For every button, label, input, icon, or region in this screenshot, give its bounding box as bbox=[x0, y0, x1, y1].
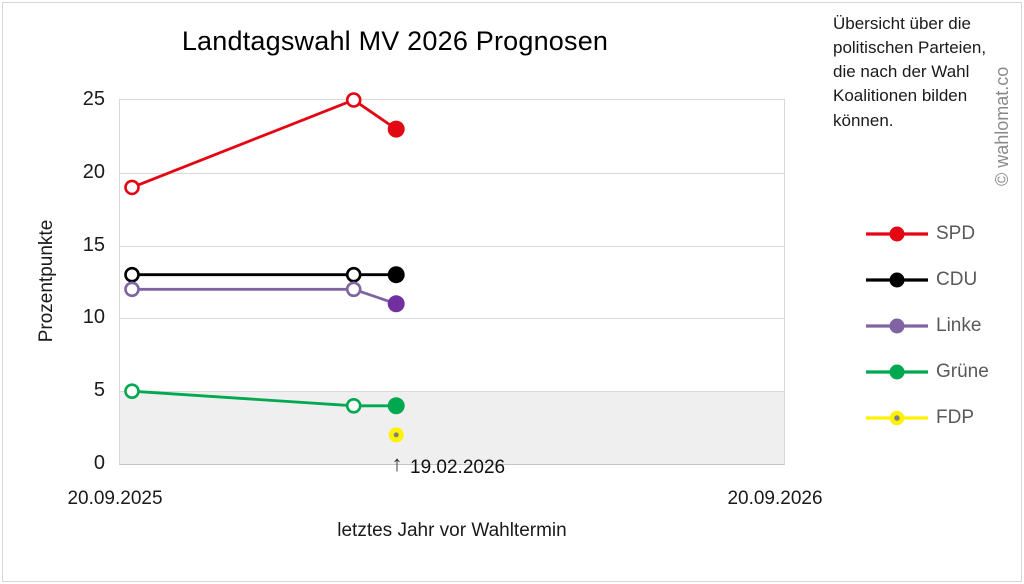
spd-legend-marker-icon bbox=[866, 226, 928, 242]
fdp-legend-marker-icon bbox=[866, 410, 928, 426]
grne-legend-label: Grüne bbox=[936, 361, 989, 382]
linke-point-12 bbox=[345, 281, 362, 298]
cdu-point-13 bbox=[345, 266, 362, 283]
watermark-text: © wahlomat.co bbox=[992, 66, 1012, 186]
linke-point-11 bbox=[387, 295, 405, 313]
five-percent-threshold-band bbox=[120, 391, 784, 464]
gridline-5 bbox=[120, 391, 784, 393]
grne-legend-marker-icon bbox=[866, 364, 928, 380]
spd-point-19 bbox=[124, 179, 140, 196]
legend-item-fdp: FDP bbox=[866, 407, 989, 428]
y-tick-25: 25 bbox=[82, 88, 105, 110]
y-tick-20: 20 bbox=[82, 160, 105, 183]
x-axis-title: letztes Jahr vor Wahltermin bbox=[337, 520, 567, 541]
chart-title: Landtagswahl MV 2026 Prognosen bbox=[181, 26, 609, 56]
plot-area bbox=[119, 92, 785, 465]
gridline-20 bbox=[120, 172, 784, 174]
cdu-legend-label: CDU bbox=[936, 269, 978, 290]
linke-legend-marker-icon bbox=[866, 318, 928, 334]
y-tick-15: 15 bbox=[82, 233, 105, 256]
gridline-15 bbox=[120, 245, 784, 247]
fdp-point-2 bbox=[388, 427, 404, 443]
legend-item-cdu: CDU bbox=[866, 269, 989, 290]
legend-item-grne: Grüne bbox=[866, 361, 989, 382]
cdu-point-13 bbox=[387, 266, 405, 284]
cdu-legend-marker-icon bbox=[866, 272, 928, 288]
y-tick-10: 10 bbox=[82, 306, 105, 329]
gridline-10 bbox=[120, 318, 784, 320]
legend-item-spd: SPD bbox=[866, 223, 989, 244]
grne-point-4 bbox=[345, 397, 362, 414]
annotation-date-label: 19.02.2026 bbox=[410, 457, 506, 478]
annotation-arrow-icon: ↑ bbox=[391, 451, 403, 476]
fdp-legend-label: FDP bbox=[936, 407, 974, 428]
grne-point-5 bbox=[124, 383, 140, 400]
y-tick-5: 5 bbox=[93, 379, 105, 402]
spd-legend-label: SPD bbox=[936, 223, 976, 244]
y-axis-title: Prozentpunkte bbox=[36, 219, 57, 343]
spd-point-25 bbox=[345, 92, 362, 108]
spd-line bbox=[131, 98, 397, 189]
linke-legend-label: Linke bbox=[936, 315, 982, 336]
y-tick-0: 0 bbox=[93, 452, 105, 474]
legend-item-linke: Linke bbox=[866, 315, 989, 336]
spd-point-23 bbox=[387, 120, 405, 138]
x-tick-end-date: 20.09.2026 bbox=[727, 488, 823, 509]
cdu-point-13 bbox=[124, 266, 140, 283]
grne-point-4 bbox=[387, 397, 405, 415]
legend: SPD CDU Linke Grüne FDP bbox=[866, 223, 989, 456]
x-tick-start-date: 20.09.2025 bbox=[67, 488, 163, 509]
linke-point-12 bbox=[124, 281, 140, 298]
coalition-info-text: Übersicht über die politischen Parteien,… bbox=[833, 14, 987, 130]
series-plot bbox=[124, 92, 405, 443]
